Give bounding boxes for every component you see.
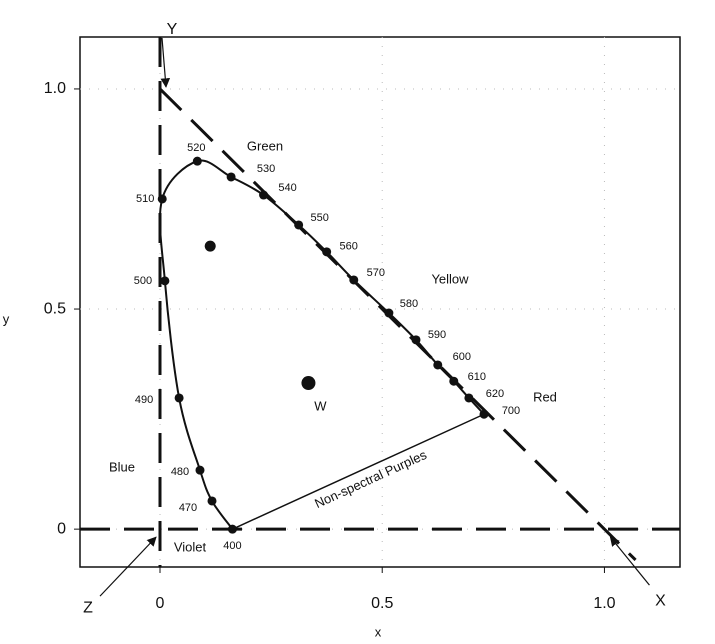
locus-point (174, 393, 184, 403)
wavelength-label: 470 (179, 502, 197, 514)
wavelength-label: 700 (502, 405, 520, 417)
locus-point (207, 496, 217, 506)
locus-point (449, 376, 459, 386)
wavelength-label: 530 (257, 163, 275, 175)
x-tick-label: 1.0 (593, 595, 615, 612)
y-tick-label: 0 (57, 520, 66, 537)
locus-point (479, 409, 489, 419)
region-label: Non-spectral Purples (312, 447, 429, 511)
region-label: Violet (174, 539, 207, 554)
wavelength-label: 610 (468, 371, 486, 383)
wavelength-label: 570 (367, 267, 385, 279)
point (204, 240, 216, 252)
region-label: Red (533, 389, 557, 404)
primary-arrow (99, 536, 157, 597)
x-axis-label: x (375, 624, 382, 639)
primary-label: Z (83, 599, 93, 616)
locus-point (227, 524, 237, 534)
wavelength-label: 550 (310, 212, 328, 224)
wavelength-label: 560 (339, 241, 357, 253)
locus-point (384, 308, 394, 318)
locus-point (226, 172, 236, 182)
x-tick-label: 0.5 (371, 595, 393, 612)
wavelength-label: 520 (187, 142, 205, 154)
locus-point (322, 247, 332, 257)
y-tick-label: 1.0 (44, 80, 66, 97)
locus-point (464, 393, 474, 403)
wavelength-label: 600 (453, 351, 471, 363)
locus-point (349, 275, 359, 285)
region-label: Blue (109, 459, 135, 474)
wavelength-label: 510 (136, 193, 154, 205)
purple-line (232, 413, 485, 530)
primary-label: Y (167, 21, 178, 38)
xy-diagonal (158, 87, 637, 562)
wavelength-label: 620 (486, 388, 504, 400)
locus-point (294, 220, 304, 230)
locus-point (160, 276, 170, 286)
region-label: Green (247, 138, 283, 153)
wavelength-label: 490 (135, 394, 153, 406)
wavelength-label: 500 (134, 275, 152, 287)
white-point (301, 375, 316, 390)
wavelength-label: 580 (400, 298, 418, 310)
wavelength-label: 480 (171, 466, 189, 478)
wavelength-label: 400 (223, 540, 241, 552)
locus-point (192, 156, 202, 166)
locus-point (259, 190, 269, 200)
primary-label: X (655, 592, 666, 609)
plot-frame (79, 36, 681, 568)
region-label: Yellow (431, 271, 469, 286)
locus-point (157, 194, 167, 204)
y-axis-label: y (3, 311, 10, 326)
x-tick-label: 0 (156, 595, 165, 612)
y-tick-label: 0.5 (44, 300, 66, 317)
wavelength-label: 590 (428, 329, 446, 341)
locus-point (433, 360, 443, 370)
primary-arrow (609, 536, 650, 586)
locus-point (195, 465, 205, 475)
wavelength-label: 540 (278, 182, 296, 194)
primary-arrow (160, 37, 171, 88)
locus-point (411, 335, 421, 345)
white-label: W (314, 398, 327, 413)
